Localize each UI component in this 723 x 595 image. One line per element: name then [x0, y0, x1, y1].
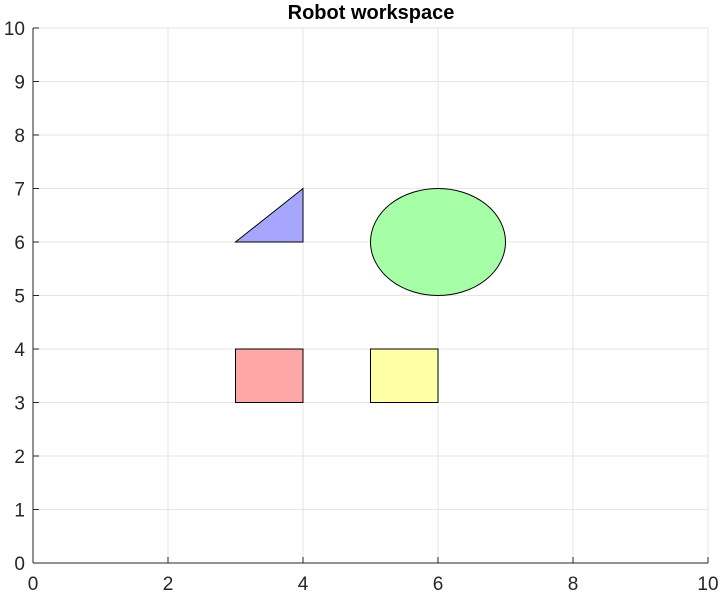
axis-layer: 0 2 4 6 8 10 0 1 2 3 4 5 6 7 8 9 10: [4, 19, 719, 595]
y-tick-label: 9: [14, 73, 25, 94]
circle-obstacle: [370, 188, 506, 296]
y-tick-label: 1: [14, 501, 25, 522]
x-tick-label: 2: [163, 574, 174, 595]
rectangle-obstacle: [370, 348, 439, 403]
y-tick-label: 3: [14, 394, 25, 415]
y-tick-label: 4: [14, 340, 25, 361]
x-tick-label: 8: [568, 574, 579, 595]
x-tick-label: 6: [433, 574, 444, 595]
y-tick-label: 8: [14, 126, 25, 147]
y-tick-label: 2: [14, 447, 25, 468]
shape-layer: [234, 187, 506, 403]
rectangle-obstacle: [235, 348, 304, 403]
triangle-obstacle: [234, 187, 304, 243]
chart-title: Robot workspace: [288, 2, 455, 24]
x-tick-label: 10: [697, 574, 718, 595]
y-tick-label: 0: [14, 554, 25, 575]
y-tick-label: 6: [14, 233, 25, 254]
y-tick-label: 5: [14, 287, 25, 308]
x-tick-label: 4: [298, 574, 309, 595]
grid-layer: [32, 27, 709, 564]
y-tick-label: 10: [4, 19, 25, 40]
x-tick-label: 0: [28, 574, 39, 595]
y-tick-label: 7: [14, 180, 25, 201]
